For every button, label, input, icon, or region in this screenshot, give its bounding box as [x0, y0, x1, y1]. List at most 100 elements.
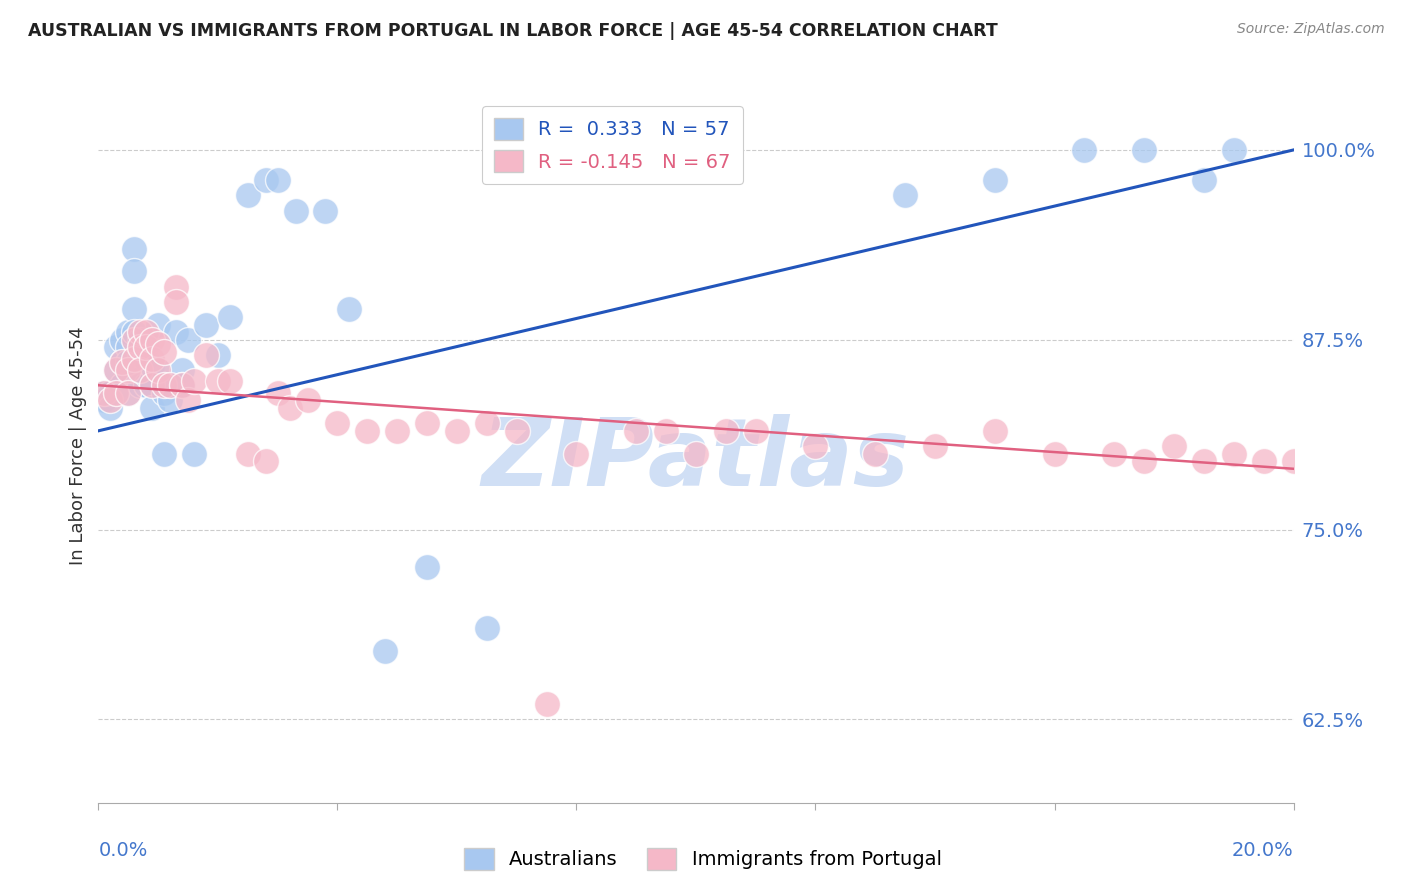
Point — [141, 352, 163, 367]
Point — [124, 325, 146, 339]
Point — [219, 310, 242, 324]
Point — [159, 378, 181, 392]
Point — [1343, 439, 1365, 453]
Point — [148, 363, 170, 377]
Point — [135, 325, 157, 339]
Point — [172, 363, 194, 377]
Point — [1192, 454, 1215, 468]
Point — [105, 363, 128, 377]
Point — [93, 385, 115, 400]
Point — [1104, 447, 1126, 461]
Point — [141, 333, 163, 347]
Point — [153, 447, 176, 461]
Point — [278, 401, 301, 415]
Point — [100, 401, 122, 415]
Point — [1223, 447, 1246, 461]
Point — [135, 352, 157, 367]
Point — [326, 416, 349, 430]
Point — [865, 447, 887, 461]
Point — [165, 325, 187, 339]
Point — [236, 188, 259, 202]
Point — [565, 447, 588, 461]
Point — [1133, 143, 1156, 157]
Point — [172, 378, 194, 392]
Point — [315, 203, 337, 218]
Point — [254, 454, 277, 468]
Point — [105, 385, 128, 400]
Text: ZIPatlas: ZIPatlas — [482, 414, 910, 507]
Point — [219, 374, 242, 388]
Point — [153, 344, 176, 359]
Point — [183, 447, 205, 461]
Point — [655, 143, 678, 157]
Point — [124, 242, 146, 256]
Point — [124, 333, 146, 347]
Point — [1163, 439, 1185, 453]
Legend: R =  0.333   N = 57, R = -0.145   N = 67: R = 0.333 N = 57, R = -0.145 N = 67 — [482, 106, 742, 184]
Point — [475, 621, 498, 635]
Point — [284, 203, 307, 218]
Point — [183, 374, 205, 388]
Point — [100, 393, 122, 408]
Point — [1402, 484, 1406, 499]
Point — [111, 355, 134, 369]
Point — [148, 363, 170, 377]
Point — [111, 378, 134, 392]
Point — [475, 416, 498, 430]
Point — [129, 348, 152, 362]
Point — [124, 352, 146, 367]
Point — [129, 333, 152, 347]
Point — [124, 264, 146, 278]
Text: 20.0%: 20.0% — [1232, 841, 1294, 860]
Point — [804, 439, 827, 453]
Point — [195, 318, 218, 332]
Point — [714, 424, 737, 438]
Text: Source: ZipAtlas.com: Source: ZipAtlas.com — [1237, 22, 1385, 37]
Point — [1192, 173, 1215, 187]
Point — [626, 424, 648, 438]
Point — [93, 393, 115, 408]
Point — [1372, 469, 1395, 483]
Point — [129, 325, 152, 339]
Point — [111, 355, 134, 369]
Point — [1073, 143, 1095, 157]
Point — [339, 302, 360, 317]
Point — [385, 424, 409, 438]
Point — [124, 302, 146, 317]
Point — [117, 340, 139, 354]
Point — [129, 378, 152, 392]
Point — [159, 393, 181, 408]
Point — [236, 447, 259, 461]
Point — [105, 385, 128, 400]
Point — [165, 279, 187, 293]
Point — [93, 385, 115, 400]
Point — [267, 385, 290, 400]
Point — [1312, 454, 1334, 468]
Point — [129, 340, 152, 354]
Point — [141, 401, 163, 415]
Point — [745, 424, 768, 438]
Point — [984, 173, 1007, 187]
Point — [207, 348, 229, 362]
Point — [153, 385, 176, 400]
Legend: Australians, Immigrants from Portugal: Australians, Immigrants from Portugal — [457, 839, 949, 878]
Point — [141, 378, 163, 392]
Text: AUSTRALIAN VS IMMIGRANTS FROM PORTUGAL IN LABOR FORCE | AGE 45-54 CORRELATION CH: AUSTRALIAN VS IMMIGRANTS FROM PORTUGAL I… — [28, 22, 998, 40]
Point — [195, 348, 218, 362]
Point — [117, 325, 139, 339]
Point — [148, 337, 170, 351]
Point — [207, 374, 229, 388]
Point — [1253, 454, 1275, 468]
Point — [117, 355, 139, 369]
Point — [100, 385, 122, 400]
Point — [1133, 454, 1156, 468]
Point — [416, 416, 439, 430]
Point — [159, 378, 181, 392]
Point — [117, 363, 139, 377]
Point — [297, 393, 319, 408]
Point — [416, 560, 439, 574]
Y-axis label: In Labor Force | Age 45-54: In Labor Force | Age 45-54 — [69, 326, 87, 566]
Point — [267, 173, 290, 187]
Point — [177, 333, 200, 347]
Point — [153, 378, 176, 392]
